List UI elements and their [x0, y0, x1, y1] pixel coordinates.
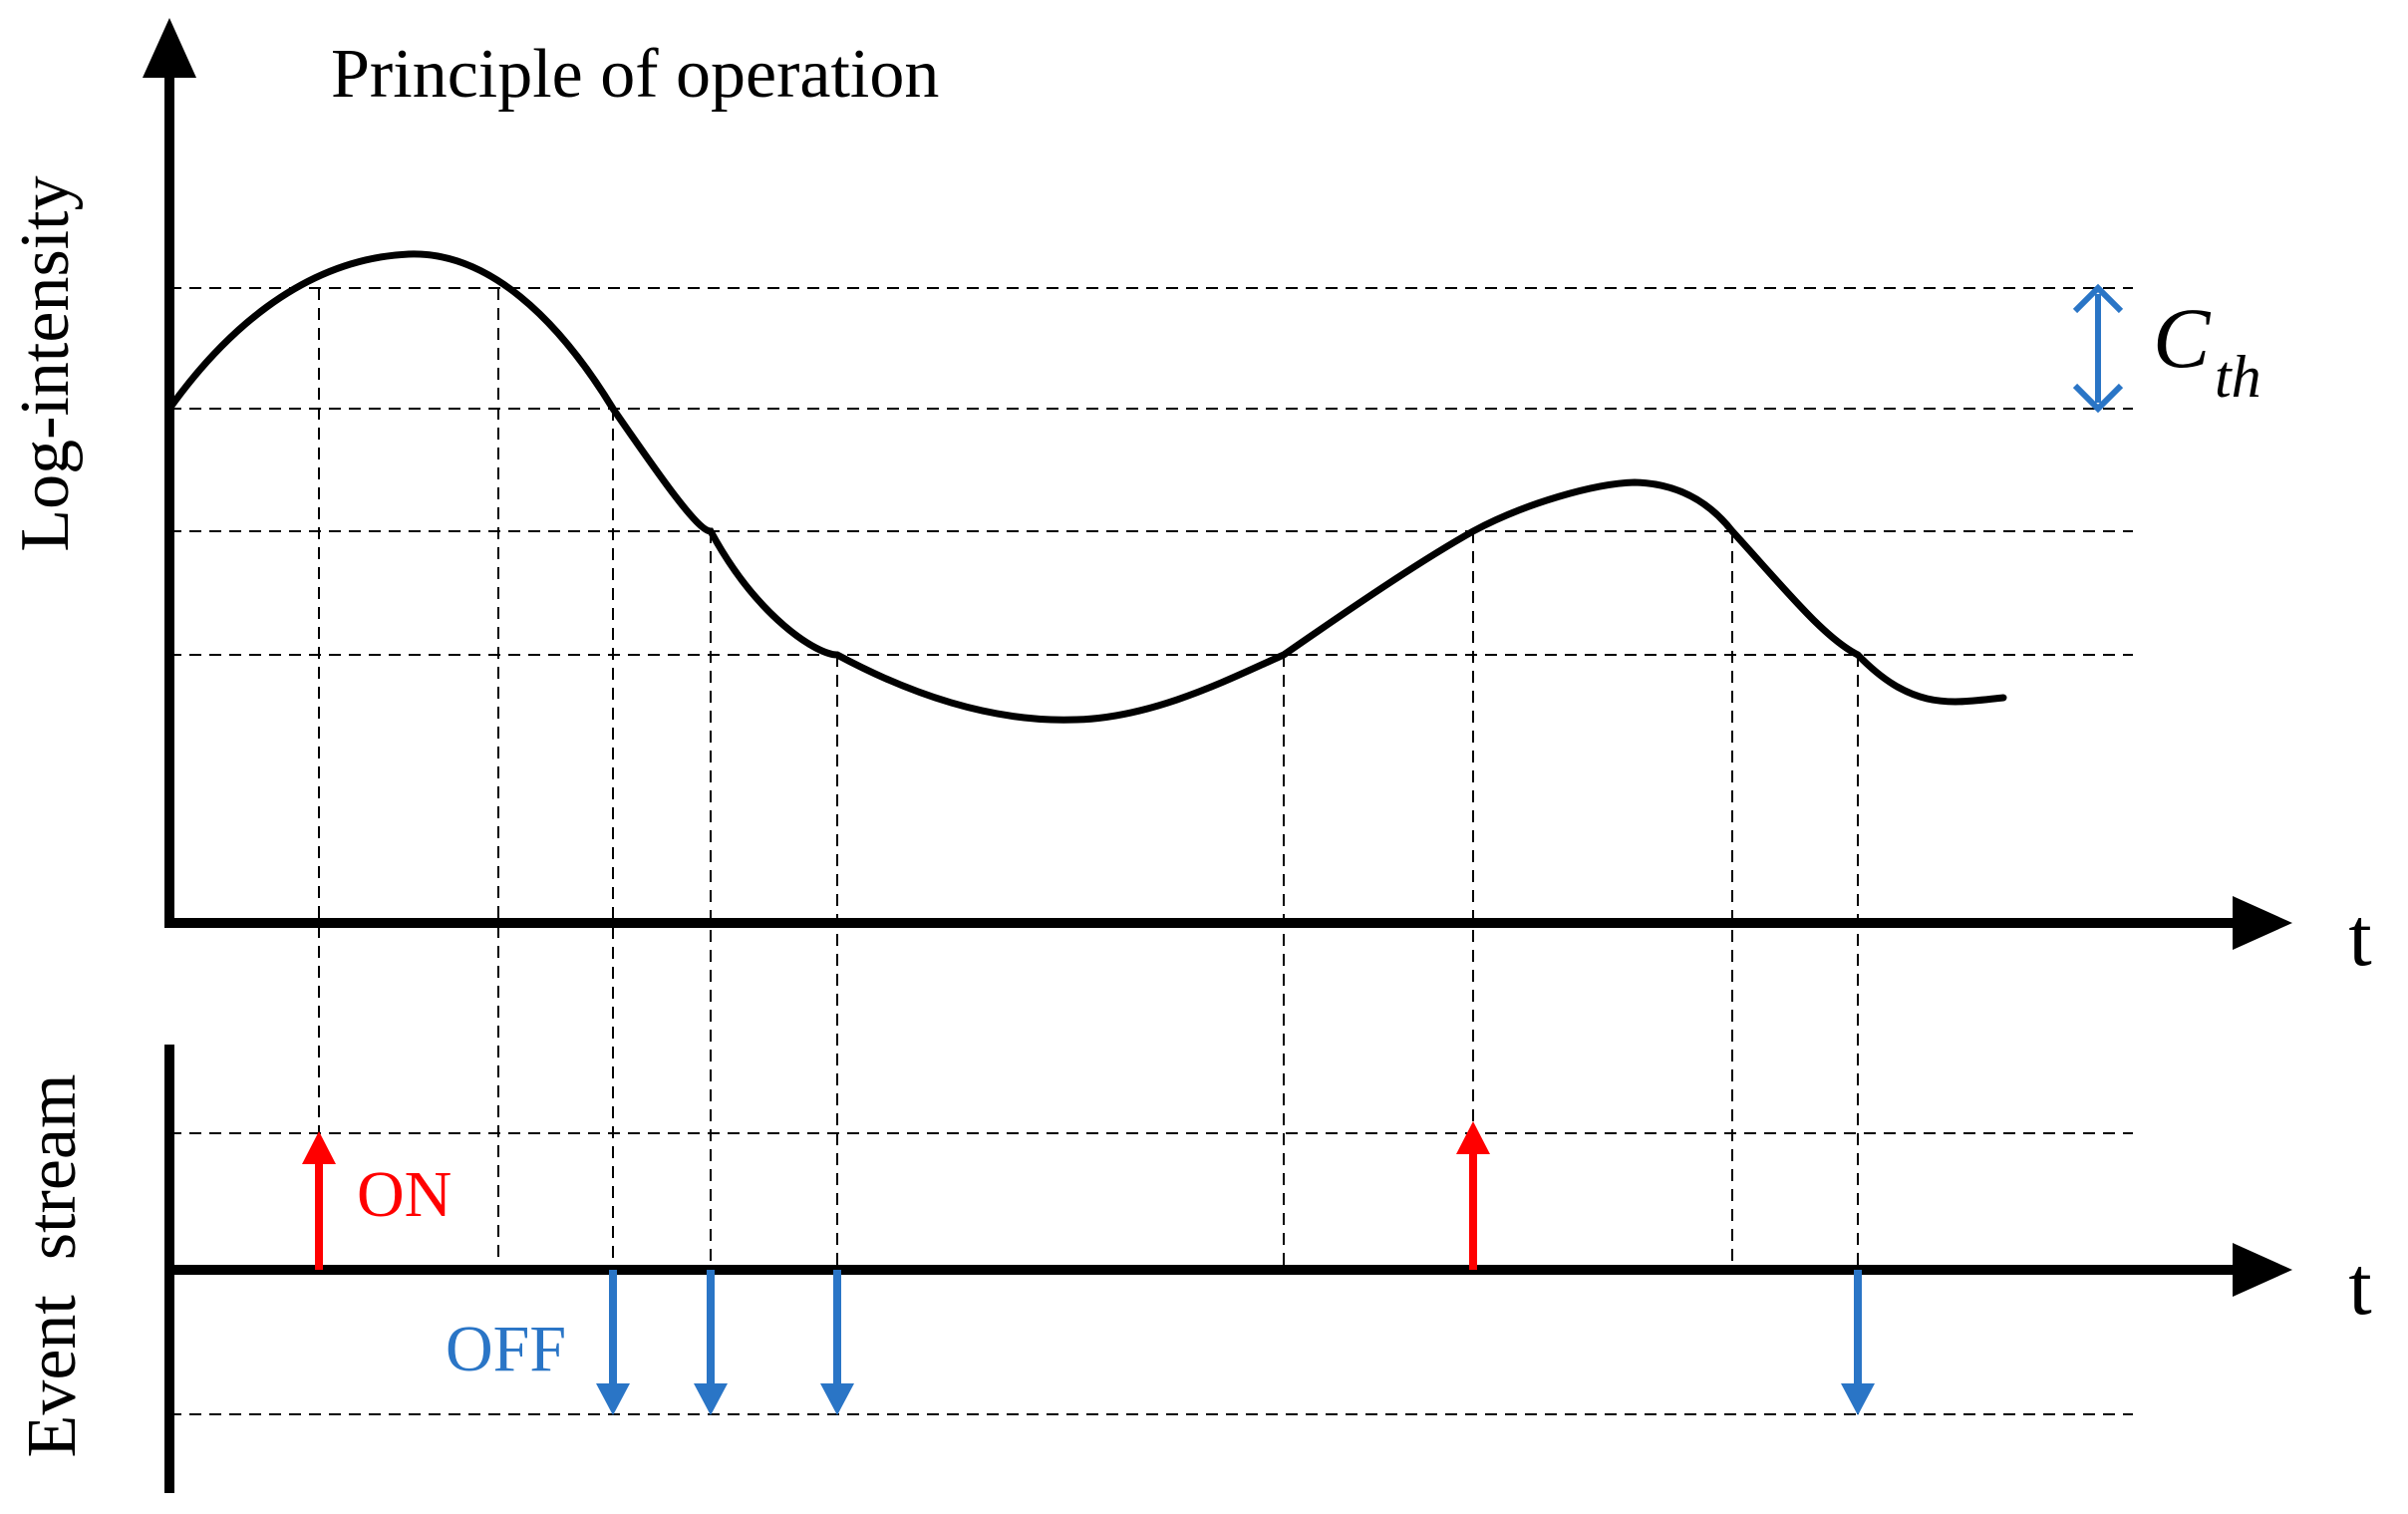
event-amplitude-lines — [169, 1132, 2133, 1415]
on-event-arrow — [1456, 1121, 1490, 1270]
threshold-marker-down-head — [2072, 383, 2124, 414]
bottom-panel-axes — [164, 1045, 2292, 1493]
threshold-level-lines — [169, 287, 2133, 656]
threshold-symbol: C — [2153, 290, 2212, 386]
off-event-arrow — [820, 1270, 854, 1415]
top-x-axis-label: t — [2348, 891, 2371, 984]
off-event-arrow — [596, 1270, 630, 1415]
log-intensity-curve — [165, 250, 2007, 724]
bottom-y-axis-label: Event stream — [14, 1074, 91, 1458]
top-panel-axes — [143, 18, 2292, 950]
on-event-label: ON — [357, 1158, 452, 1231]
crossing-guides — [318, 288, 1859, 1414]
top-y-axis-label: Log-intensity — [7, 175, 84, 551]
off-event-label: OFF — [446, 1313, 566, 1385]
off-event-arrow — [1841, 1270, 1875, 1415]
top-y-axis-arrowhead — [143, 18, 196, 78]
off-event-arrow — [694, 1270, 728, 1415]
on-event-arrow — [302, 1131, 336, 1270]
threshold-marker-up-head — [2072, 283, 2124, 314]
threshold-label: C th — [2153, 290, 2261, 410]
diagram-title: Principle of operation — [331, 36, 939, 113]
bottom-x-axis-label: t — [2348, 1240, 2371, 1333]
bottom-x-axis-arrowhead — [2233, 1243, 2292, 1297]
top-x-axis-arrowhead — [2233, 896, 2292, 950]
event-arrows — [302, 1121, 1875, 1415]
threshold-subscript: th — [2215, 344, 2261, 410]
threshold-marker — [2072, 283, 2124, 414]
